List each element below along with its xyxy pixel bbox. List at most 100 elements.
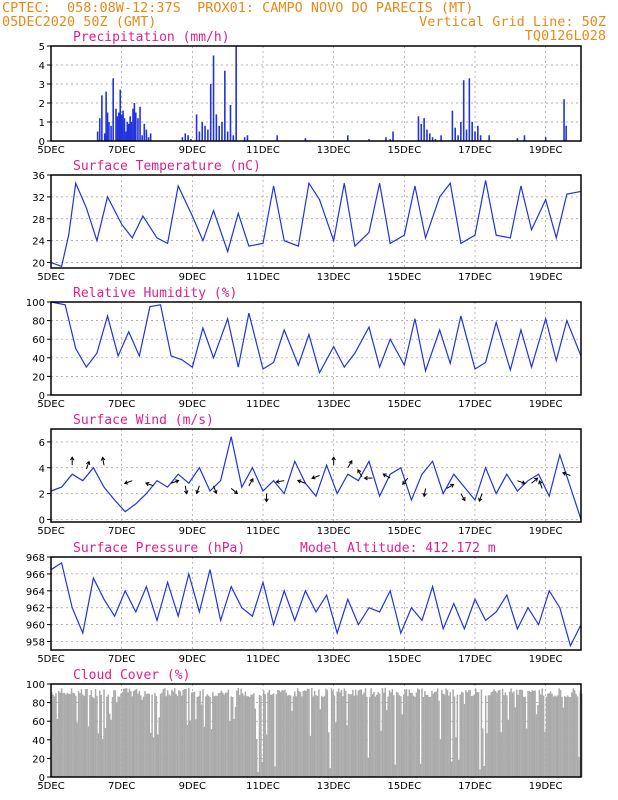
cloud-bar bbox=[271, 694, 273, 777]
precip-bar bbox=[224, 70, 226, 141]
cloud-bar bbox=[121, 692, 124, 777]
cloud-bar bbox=[561, 696, 563, 777]
panel-4: 958 960 962 964 966 968 5DEC 7DEC 9DEC 11DEC 13DEC… bbox=[26, 541, 582, 665]
y-tick-label: 5 bbox=[39, 42, 45, 53]
x-tick-label: 17DEC bbox=[458, 526, 492, 537]
precip-bar bbox=[428, 133, 431, 141]
cloud-bar bbox=[431, 690, 433, 777]
cloud-bar bbox=[443, 694, 446, 777]
cloud-bar bbox=[73, 693, 76, 777]
cloud-bar bbox=[311, 687, 313, 777]
cloud-bar bbox=[289, 695, 292, 777]
cloud-bar bbox=[250, 694, 252, 777]
cloud-bar bbox=[299, 692, 302, 777]
y-tick-label: 100 bbox=[26, 680, 45, 691]
cloud-bar bbox=[475, 688, 477, 777]
cloud-bar bbox=[320, 695, 323, 777]
cloud-bar bbox=[244, 691, 247, 777]
wind-arrow-head bbox=[264, 498, 269, 503]
cloud-bar bbox=[335, 722, 337, 777]
cloud-bar bbox=[162, 688, 165, 777]
cloud-bar bbox=[80, 689, 83, 777]
x-tick-label: 9DEC bbox=[179, 145, 206, 156]
wind-arrow-head bbox=[357, 469, 362, 474]
precip-bar bbox=[110, 125, 112, 141]
x-tick-label: 11DEC bbox=[246, 654, 280, 665]
cloud-bar bbox=[346, 725, 348, 777]
wind-arrow bbox=[102, 457, 105, 466]
cloud-bar bbox=[272, 693, 275, 777]
precip-bar bbox=[471, 122, 473, 141]
wind-arrow-head bbox=[175, 479, 180, 484]
precip-bar bbox=[221, 122, 223, 141]
cloud-bar bbox=[566, 695, 569, 777]
x-tick-label: 11DEC bbox=[246, 781, 280, 792]
cloud-bar bbox=[395, 691, 398, 777]
precip-bar bbox=[101, 95, 103, 141]
panel-title: Surface Pressure (hPa) bbox=[73, 541, 245, 556]
wind-arrow-head bbox=[521, 480, 526, 485]
y-tick-label: 40 bbox=[32, 354, 45, 365]
cloud-bar bbox=[370, 688, 372, 777]
cloud-bar bbox=[275, 694, 278, 777]
precip-bar bbox=[465, 129, 468, 141]
precip-bar bbox=[198, 131, 201, 141]
cloud-bar bbox=[439, 739, 442, 777]
precip-bar bbox=[130, 122, 133, 141]
cloud-bar bbox=[388, 690, 391, 777]
cloud-bar bbox=[552, 696, 555, 777]
x-tick-label: 11DEC bbox=[246, 272, 280, 283]
cloud-bar bbox=[531, 690, 534, 777]
x-tick-label: 7DEC bbox=[108, 781, 135, 792]
wind-arrow bbox=[297, 480, 306, 484]
precip-bar bbox=[120, 114, 123, 141]
precip-bar bbox=[246, 135, 249, 141]
precip-bar bbox=[204, 125, 206, 141]
cloud-bar bbox=[380, 730, 382, 777]
cloud-bar bbox=[114, 690, 117, 777]
precip-bar bbox=[417, 116, 420, 141]
cloud-bar bbox=[315, 695, 317, 777]
cloud-bar bbox=[227, 689, 230, 777]
cloud-bar bbox=[113, 690, 115, 777]
cloud-bar bbox=[532, 690, 535, 777]
panel-0: 0 1 2 3 4 5 5DEC 7DEC 9DEC 11DEC 13DEC 15DEC 17DEC 19… bbox=[37, 30, 582, 156]
cloud-bar bbox=[513, 691, 515, 777]
cloud-bar bbox=[404, 690, 406, 777]
wind-arrow-head bbox=[331, 456, 336, 461]
cloud-bar bbox=[374, 696, 377, 777]
cloud-bar bbox=[94, 688, 97, 777]
cloud-bar bbox=[540, 694, 542, 777]
cloud-bar bbox=[193, 691, 196, 777]
cloud-bar bbox=[541, 688, 543, 777]
cloud-bar bbox=[123, 688, 125, 777]
x-tick-label: 5DEC bbox=[37, 781, 64, 792]
x-tick-label: 9DEC bbox=[179, 526, 206, 537]
cloud-bar bbox=[137, 693, 139, 777]
cloud-bar bbox=[257, 771, 259, 777]
cloud-bar bbox=[453, 696, 456, 777]
cloud-bar bbox=[381, 688, 384, 777]
cloud-bar bbox=[216, 695, 218, 777]
x-tick-label: 19DEC bbox=[529, 399, 563, 410]
cloud-bar bbox=[424, 691, 426, 777]
cloud-bar bbox=[206, 694, 208, 777]
cloud-bar bbox=[154, 692, 156, 777]
cloud-bar bbox=[556, 695, 559, 777]
cloud-bar bbox=[118, 696, 121, 777]
cloud-bar bbox=[130, 691, 132, 777]
cloud-bar bbox=[349, 694, 351, 777]
precip-bar bbox=[488, 135, 490, 141]
cloud-bar bbox=[534, 690, 536, 777]
wind-arrow bbox=[347, 460, 353, 469]
cloud-bar bbox=[59, 692, 61, 777]
cloud-bar bbox=[503, 695, 505, 777]
x-tick-label: 13DEC bbox=[317, 399, 351, 410]
cloud-bar bbox=[371, 694, 374, 777]
wind-arrow-head bbox=[382, 473, 387, 478]
cloud-bar bbox=[412, 695, 415, 777]
precip-bar bbox=[451, 110, 454, 141]
cloud-bar bbox=[222, 692, 224, 777]
cloud-bar bbox=[469, 689, 471, 777]
cloud-bar bbox=[89, 695, 91, 777]
